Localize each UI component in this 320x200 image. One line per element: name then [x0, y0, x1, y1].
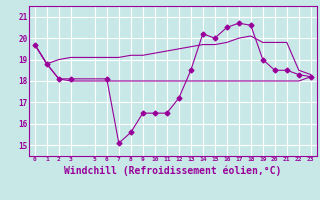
X-axis label: Windchill (Refroidissement éolien,°C): Windchill (Refroidissement éolien,°C) — [64, 165, 282, 176]
